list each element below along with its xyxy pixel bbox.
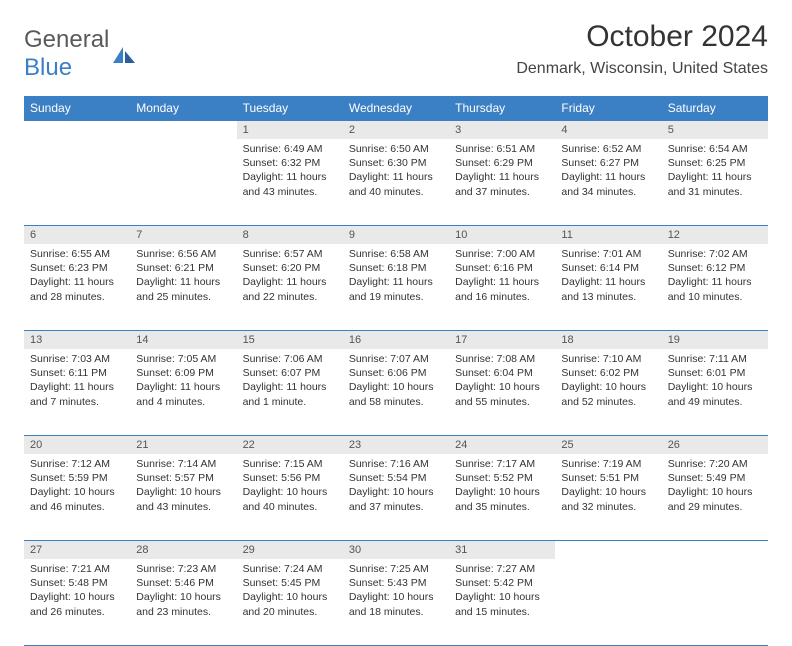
day-number: 25	[555, 435, 661, 454]
day-details: Sunrise: 7:10 AM Sunset: 6:02 PM Dayligh…	[555, 349, 661, 415]
day-details: Sunrise: 6:57 AM Sunset: 6:20 PM Dayligh…	[237, 244, 343, 310]
day-details: Sunrise: 6:49 AM Sunset: 6:32 PM Dayligh…	[237, 139, 343, 205]
day-number: 22	[237, 435, 343, 454]
day-details: Sunrise: 7:14 AM Sunset: 5:57 PM Dayligh…	[130, 454, 236, 520]
day-number: 31	[449, 540, 555, 559]
day-number: 3	[449, 120, 555, 139]
day-details: Sunrise: 6:54 AM Sunset: 6:25 PM Dayligh…	[662, 139, 768, 205]
day-details: Sunrise: 7:01 AM Sunset: 6:14 PM Dayligh…	[555, 244, 661, 310]
day-details: Sunrise: 7:02 AM Sunset: 6:12 PM Dayligh…	[662, 244, 768, 310]
daytext-row: Sunrise: 7:21 AM Sunset: 5:48 PM Dayligh…	[24, 559, 768, 645]
weekday-header: Tuesday	[237, 96, 343, 120]
day-number: 30	[343, 540, 449, 559]
day-number: 13	[24, 330, 130, 349]
day-number	[662, 540, 768, 547]
daynum-row: 12345	[24, 120, 768, 139]
day-details: Sunrise: 7:15 AM Sunset: 5:56 PM Dayligh…	[237, 454, 343, 520]
daytext-row: Sunrise: 6:49 AM Sunset: 6:32 PM Dayligh…	[24, 139, 768, 225]
weekday-header: Wednesday	[343, 96, 449, 120]
day-details: Sunrise: 7:03 AM Sunset: 6:11 PM Dayligh…	[24, 349, 130, 415]
day-details: Sunrise: 7:19 AM Sunset: 5:51 PM Dayligh…	[555, 454, 661, 520]
day-number: 27	[24, 540, 130, 559]
day-details: Sunrise: 6:51 AM Sunset: 6:29 PM Dayligh…	[449, 139, 555, 205]
day-details: Sunrise: 7:06 AM Sunset: 6:07 PM Dayligh…	[237, 349, 343, 415]
day-number: 2	[343, 120, 449, 139]
calendar-table: Sunday Monday Tuesday Wednesday Thursday…	[24, 96, 768, 646]
day-number: 26	[662, 435, 768, 454]
weekday-header: Thursday	[449, 96, 555, 120]
day-details: Sunrise: 7:21 AM Sunset: 5:48 PM Dayligh…	[24, 559, 130, 625]
day-details: Sunrise: 7:05 AM Sunset: 6:09 PM Dayligh…	[130, 349, 236, 415]
day-number: 23	[343, 435, 449, 454]
day-number: 5	[662, 120, 768, 139]
day-number: 6	[24, 225, 130, 244]
day-number: 17	[449, 330, 555, 349]
day-details: Sunrise: 7:23 AM Sunset: 5:46 PM Dayligh…	[130, 559, 236, 625]
day-number: 19	[662, 330, 768, 349]
day-number: 8	[237, 225, 343, 244]
daytext-row: Sunrise: 7:03 AM Sunset: 6:11 PM Dayligh…	[24, 349, 768, 435]
day-details: Sunrise: 7:24 AM Sunset: 5:45 PM Dayligh…	[237, 559, 343, 625]
day-details: Sunrise: 6:52 AM Sunset: 6:27 PM Dayligh…	[555, 139, 661, 205]
day-number: 7	[130, 225, 236, 244]
header: General Blue October 2024 Denmark, Wisco…	[24, 20, 768, 82]
daynum-row: 6789101112	[24, 225, 768, 244]
day-details: Sunrise: 7:11 AM Sunset: 6:01 PM Dayligh…	[662, 349, 768, 415]
day-details: Sunrise: 7:25 AM Sunset: 5:43 PM Dayligh…	[343, 559, 449, 625]
day-details: Sunrise: 7:16 AM Sunset: 5:54 PM Dayligh…	[343, 454, 449, 520]
daytext-row: Sunrise: 7:12 AM Sunset: 5:59 PM Dayligh…	[24, 454, 768, 540]
day-number: 29	[237, 540, 343, 559]
day-number: 14	[130, 330, 236, 349]
day-number	[555, 540, 661, 547]
weekday-header: Saturday	[662, 96, 768, 120]
day-number	[24, 120, 130, 127]
daytext-row: Sunrise: 6:55 AM Sunset: 6:23 PM Dayligh…	[24, 244, 768, 330]
day-details: Sunrise: 7:12 AM Sunset: 5:59 PM Dayligh…	[24, 454, 130, 520]
daynum-row: 20212223242526	[24, 435, 768, 454]
weekday-header: Monday	[130, 96, 236, 120]
day-number: 12	[662, 225, 768, 244]
day-number: 9	[343, 225, 449, 244]
day-number: 11	[555, 225, 661, 244]
day-number: 16	[343, 330, 449, 349]
day-details	[662, 559, 768, 568]
day-details: Sunrise: 7:20 AM Sunset: 5:49 PM Dayligh…	[662, 454, 768, 520]
logo-word-general: General	[24, 26, 109, 53]
day-details: Sunrise: 6:50 AM Sunset: 6:30 PM Dayligh…	[343, 139, 449, 205]
sail-icon	[113, 45, 135, 63]
day-details: Sunrise: 7:07 AM Sunset: 6:06 PM Dayligh…	[343, 349, 449, 415]
day-number: 1	[237, 120, 343, 139]
day-details	[130, 139, 236, 148]
logo-word-blue: Blue	[24, 54, 72, 81]
day-number: 21	[130, 435, 236, 454]
weekday-header: Sunday	[24, 96, 130, 120]
day-number: 20	[24, 435, 130, 454]
day-details: Sunrise: 7:17 AM Sunset: 5:52 PM Dayligh…	[449, 454, 555, 520]
day-details: Sunrise: 7:27 AM Sunset: 5:42 PM Dayligh…	[449, 559, 555, 625]
day-details: Sunrise: 6:58 AM Sunset: 6:18 PM Dayligh…	[343, 244, 449, 310]
day-number: 4	[555, 120, 661, 139]
weekday-header: Friday	[555, 96, 661, 120]
day-details: Sunrise: 6:56 AM Sunset: 6:21 PM Dayligh…	[130, 244, 236, 310]
day-number: 18	[555, 330, 661, 349]
day-details: Sunrise: 7:00 AM Sunset: 6:16 PM Dayligh…	[449, 244, 555, 310]
location: Denmark, Wisconsin, United States	[516, 60, 768, 78]
month-title: October 2024	[516, 20, 768, 54]
day-number: 24	[449, 435, 555, 454]
day-details	[555, 559, 661, 568]
day-number	[130, 120, 236, 127]
weekday-header-row: Sunday Monday Tuesday Wednesday Thursday…	[24, 96, 768, 120]
day-details: Sunrise: 7:08 AM Sunset: 6:04 PM Dayligh…	[449, 349, 555, 415]
daynum-row: 2728293031	[24, 540, 768, 559]
day-details	[24, 139, 130, 148]
day-number: 10	[449, 225, 555, 244]
logo-text: General Blue	[24, 26, 109, 82]
day-details: Sunrise: 6:55 AM Sunset: 6:23 PM Dayligh…	[24, 244, 130, 310]
daynum-row: 13141516171819	[24, 330, 768, 349]
day-number: 28	[130, 540, 236, 559]
title-block: October 2024 Denmark, Wisconsin, United …	[516, 20, 768, 78]
logo: General Blue	[24, 26, 135, 82]
day-number: 15	[237, 330, 343, 349]
